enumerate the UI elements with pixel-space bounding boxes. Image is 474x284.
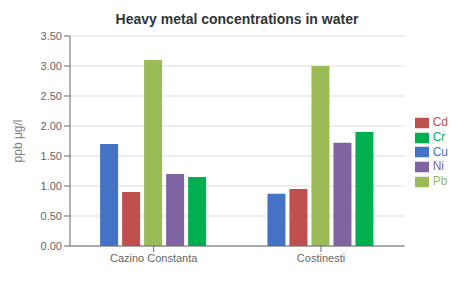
html-text:Pb: Pb: [432, 174, 448, 189]
svg-text:1.50: 1.50: [41, 150, 62, 162]
svg-text:Cazino Constanta: Cazino Constanta: [110, 252, 198, 264]
svg-text:1.00: 1.00: [41, 180, 62, 192]
html-text:Cd: Cd: [432, 114, 448, 129]
svg-text:2.00: 2.00: [41, 120, 62, 132]
svg-text:2.50: 2.50: [41, 90, 62, 102]
html-text:Cr: Cr: [432, 129, 446, 144]
svg-text:Costinesti: Costinesti: [297, 252, 345, 264]
html-text:Heavy metal concentrations in: Heavy metal concentrations in water: [115, 11, 359, 27]
html-text:Ni: Ni: [432, 159, 444, 174]
html-text:Cu: Cu: [432, 144, 448, 159]
svg-text:ppb μg/l: ppb μg/l: [11, 120, 25, 163]
svg-text:3.00: 3.00: [41, 60, 62, 72]
svg-text:3.50: 3.50: [41, 30, 62, 42]
svg-text:0.50: 0.50: [41, 210, 62, 222]
svg-text:0.00: 0.00: [41, 240, 62, 252]
